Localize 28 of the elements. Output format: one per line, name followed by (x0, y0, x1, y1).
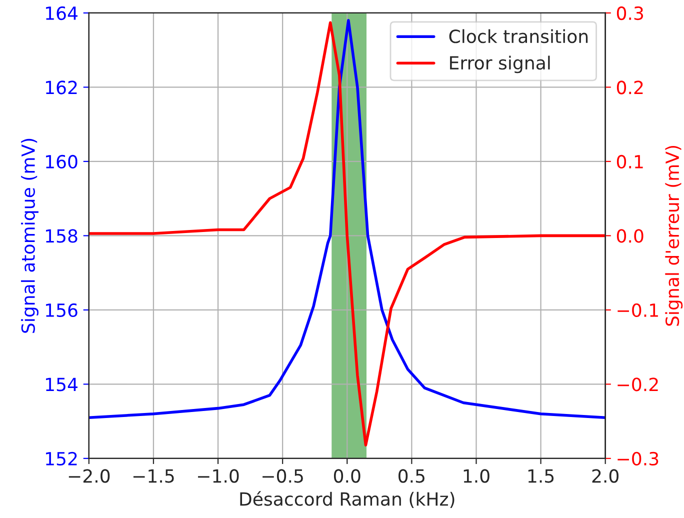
x-tick-label: 0.5 (398, 469, 424, 483)
y2-tick-label: 0.2 (616, 80, 643, 94)
x-tick-label: 1.0 (464, 469, 490, 483)
y2-tick-label: −0.1 (618, 303, 658, 318)
y-tick-label: 164 (46, 6, 78, 20)
y2-axis-title: Signal d'erreur (mV) (665, 146, 683, 326)
y2-tick-label: 0.1 (616, 154, 643, 169)
y-tick-label: 156 (46, 303, 78, 318)
y-tick-label: 162 (46, 80, 77, 94)
legend-label: Clock transition (449, 29, 588, 44)
x-axis-title: Désaccord Raman (kHz) (240, 491, 454, 508)
x-tick-label: −1.0 (198, 469, 239, 483)
x-tick-label: −1.5 (133, 469, 174, 483)
y2-tick-label: 0.3 (616, 6, 644, 20)
y2-tick-label: −0.3 (618, 452, 658, 466)
x-tick-label: 2.0 (592, 469, 618, 483)
y-tick-label: 152 (46, 452, 77, 466)
y-tick-label: 154 (46, 378, 78, 392)
legend-label: Error signal (450, 56, 550, 74)
x-tick-label: −2.0 (68, 469, 110, 483)
y2-tick-label: −0.2 (618, 378, 658, 392)
y2-tick-label: 0.0 (616, 229, 644, 243)
x-tick-label: 0.0 (334, 469, 360, 483)
y-tick-label: 160 (46, 154, 78, 169)
y-tick-label: 158 (46, 229, 78, 243)
y-axis-title: Signal atomique (mV) (21, 138, 38, 333)
x-tick-label: −0.5 (262, 469, 303, 483)
x-tick-label: 1.5 (528, 469, 554, 483)
